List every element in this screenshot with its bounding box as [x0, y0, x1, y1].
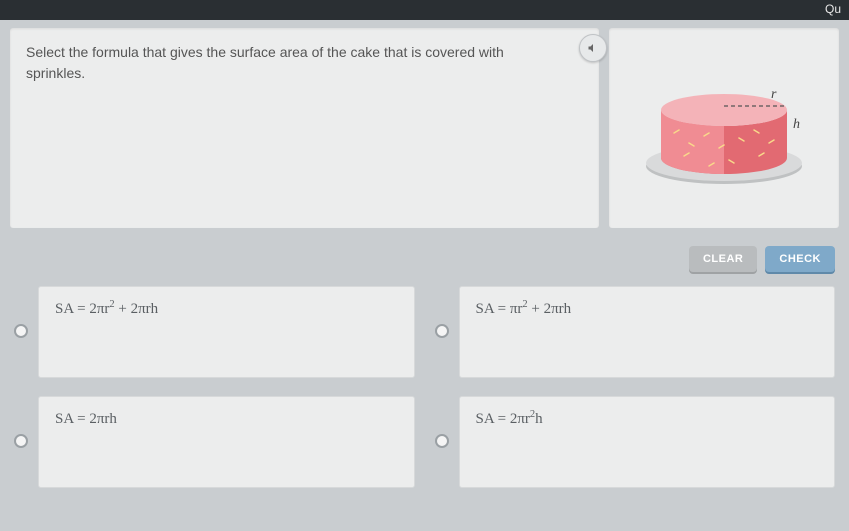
audio-button[interactable]: [579, 34, 607, 62]
radio-a[interactable]: [14, 324, 28, 338]
formula-c: SA = 2πrh: [55, 411, 117, 427]
clear-button[interactable]: CLEAR: [689, 246, 757, 272]
diagram-panel: r h: [609, 28, 839, 228]
formula-d: SA = 2πr2h: [476, 411, 543, 427]
radio-c[interactable]: [14, 434, 28, 448]
cake-diagram: r h: [629, 48, 819, 208]
check-button[interactable]: CHECK: [765, 246, 835, 272]
option-d: SA = 2πr2h: [435, 396, 836, 488]
options-grid: SA = 2πr2 + 2πrh SA = πr2 + 2πrh SA = 2π…: [10, 286, 839, 488]
speaker-icon: [587, 42, 599, 54]
question-panel: Select the formula that gives the surfac…: [10, 28, 599, 228]
question-text: Select the formula that gives the surfac…: [26, 42, 583, 84]
radio-d[interactable]: [435, 434, 449, 448]
option-box-b[interactable]: SA = πr2 + 2πrh: [459, 286, 836, 378]
option-a: SA = 2πr2 + 2πrh: [14, 286, 415, 378]
radius-label: r: [771, 87, 777, 102]
option-box-a[interactable]: SA = 2πr2 + 2πrh: [38, 286, 415, 378]
top-bar-label: Qu: [825, 2, 841, 16]
top-row: Select the formula that gives the surfac…: [10, 28, 839, 228]
top-bar: Qu: [0, 0, 849, 20]
option-box-c[interactable]: SA = 2πrh: [38, 396, 415, 488]
button-row: CLEAR CHECK: [10, 228, 839, 286]
option-b: SA = πr2 + 2πrh: [435, 286, 836, 378]
formula-a: SA = 2πr2 + 2πrh: [55, 301, 158, 317]
main-content: Select the formula that gives the surfac…: [0, 20, 849, 488]
formula-b: SA = πr2 + 2πrh: [476, 301, 572, 317]
radio-b[interactable]: [435, 324, 449, 338]
option-c: SA = 2πrh: [14, 396, 415, 488]
option-box-d[interactable]: SA = 2πr2h: [459, 396, 836, 488]
height-label: h: [793, 117, 800, 132]
